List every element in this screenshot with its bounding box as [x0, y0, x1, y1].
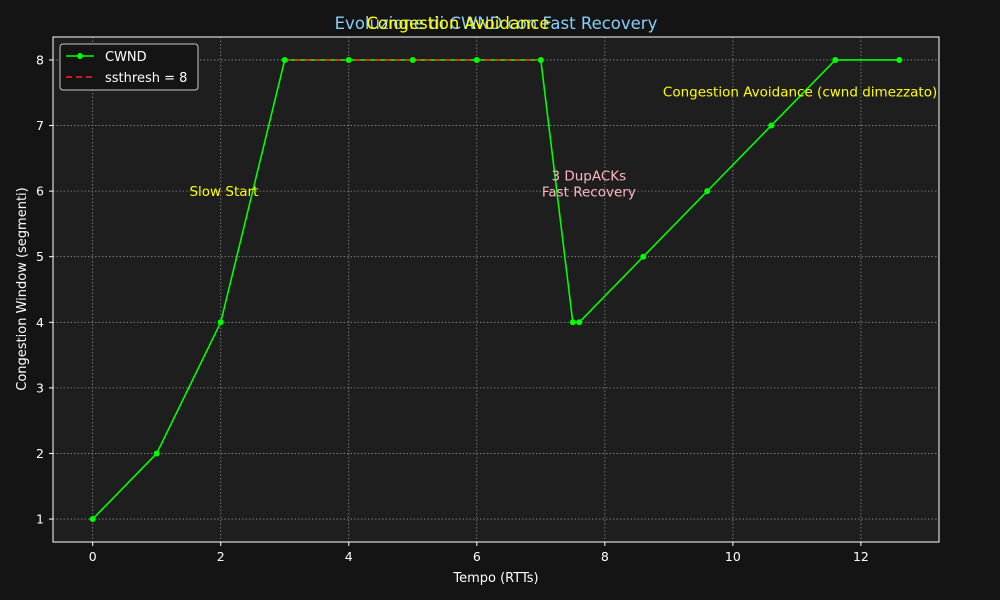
chart-title: Evoluzione di CWND con Fast Recovery [335, 14, 658, 33]
cwnd-point [409, 56, 416, 63]
y-tick-label: 4 [36, 315, 44, 330]
x-tick-label: 10 [725, 549, 741, 564]
y-tick-label: 8 [36, 52, 44, 67]
plot-frame [52, 36, 940, 543]
cwnd-point [281, 56, 288, 63]
cwnd-point [832, 56, 839, 63]
annotation-congestion-avoidance: Congestion Avoidance (cwnd dimezzato) [663, 84, 937, 100]
annotation-slow-start: Slow Start [189, 184, 258, 200]
x-tick-label: 8 [601, 549, 609, 564]
overlay-title-congestion-avoidance: Congestion Avoidance [366, 14, 549, 33]
y-axis-label: Congestion Window (segmenti) [15, 187, 30, 391]
cwnd-point [537, 56, 544, 63]
annotation-line: 3 DupACKs [551, 168, 626, 184]
x-tick-label: 4 [345, 549, 353, 564]
cwnd-point [153, 450, 160, 457]
annotation-line: Congestion Avoidance (cwnd dimezzato) [663, 84, 937, 100]
annotations: Slow Start 3 DupACKs Fast Recovery Congesti… [189, 84, 937, 200]
x-axis-label: Tempo (RTTs) [452, 571, 538, 586]
y-tick-label: 7 [36, 118, 44, 133]
grid-lines [53, 37, 939, 542]
x-tick-label: 0 [89, 549, 97, 564]
legend-label-cwnd: CWND [105, 50, 147, 65]
cwnd-point [576, 319, 583, 326]
cwnd-point [896, 56, 903, 63]
x-tick-label: 6 [473, 549, 481, 564]
cwnd-point [345, 56, 352, 63]
cwnd-point [217, 319, 224, 326]
plot-area [53, 37, 939, 542]
annotation-line: Fast Recovery [542, 184, 636, 200]
cwnd-point [569, 319, 576, 326]
legend-cwnd-marker [77, 53, 83, 59]
y-tick-label: 2 [36, 446, 44, 461]
annotation-line: Slow Start [189, 184, 258, 200]
cwnd-point [640, 253, 647, 260]
y-tick-label: 3 [36, 380, 44, 395]
y-tick-label: 6 [36, 184, 44, 199]
cwnd-point [473, 56, 480, 63]
cwnd-point [768, 122, 775, 129]
legend-label-ssthresh: ssthresh = 8 [105, 71, 187, 86]
series-layer [89, 56, 903, 523]
legend: CWND ssthresh = 8 [59, 43, 199, 91]
cwnd-point [704, 188, 711, 195]
y-tick-label: 5 [36, 249, 44, 264]
x-tick-label: 12 [853, 549, 869, 564]
x-tick-label: 2 [217, 549, 225, 564]
annotation-fast-recovery: 3 DupACKs Fast Recovery [542, 168, 636, 200]
legend-box [59, 43, 199, 91]
y-tick-label: 1 [36, 512, 44, 527]
cwnd-point [89, 516, 96, 523]
